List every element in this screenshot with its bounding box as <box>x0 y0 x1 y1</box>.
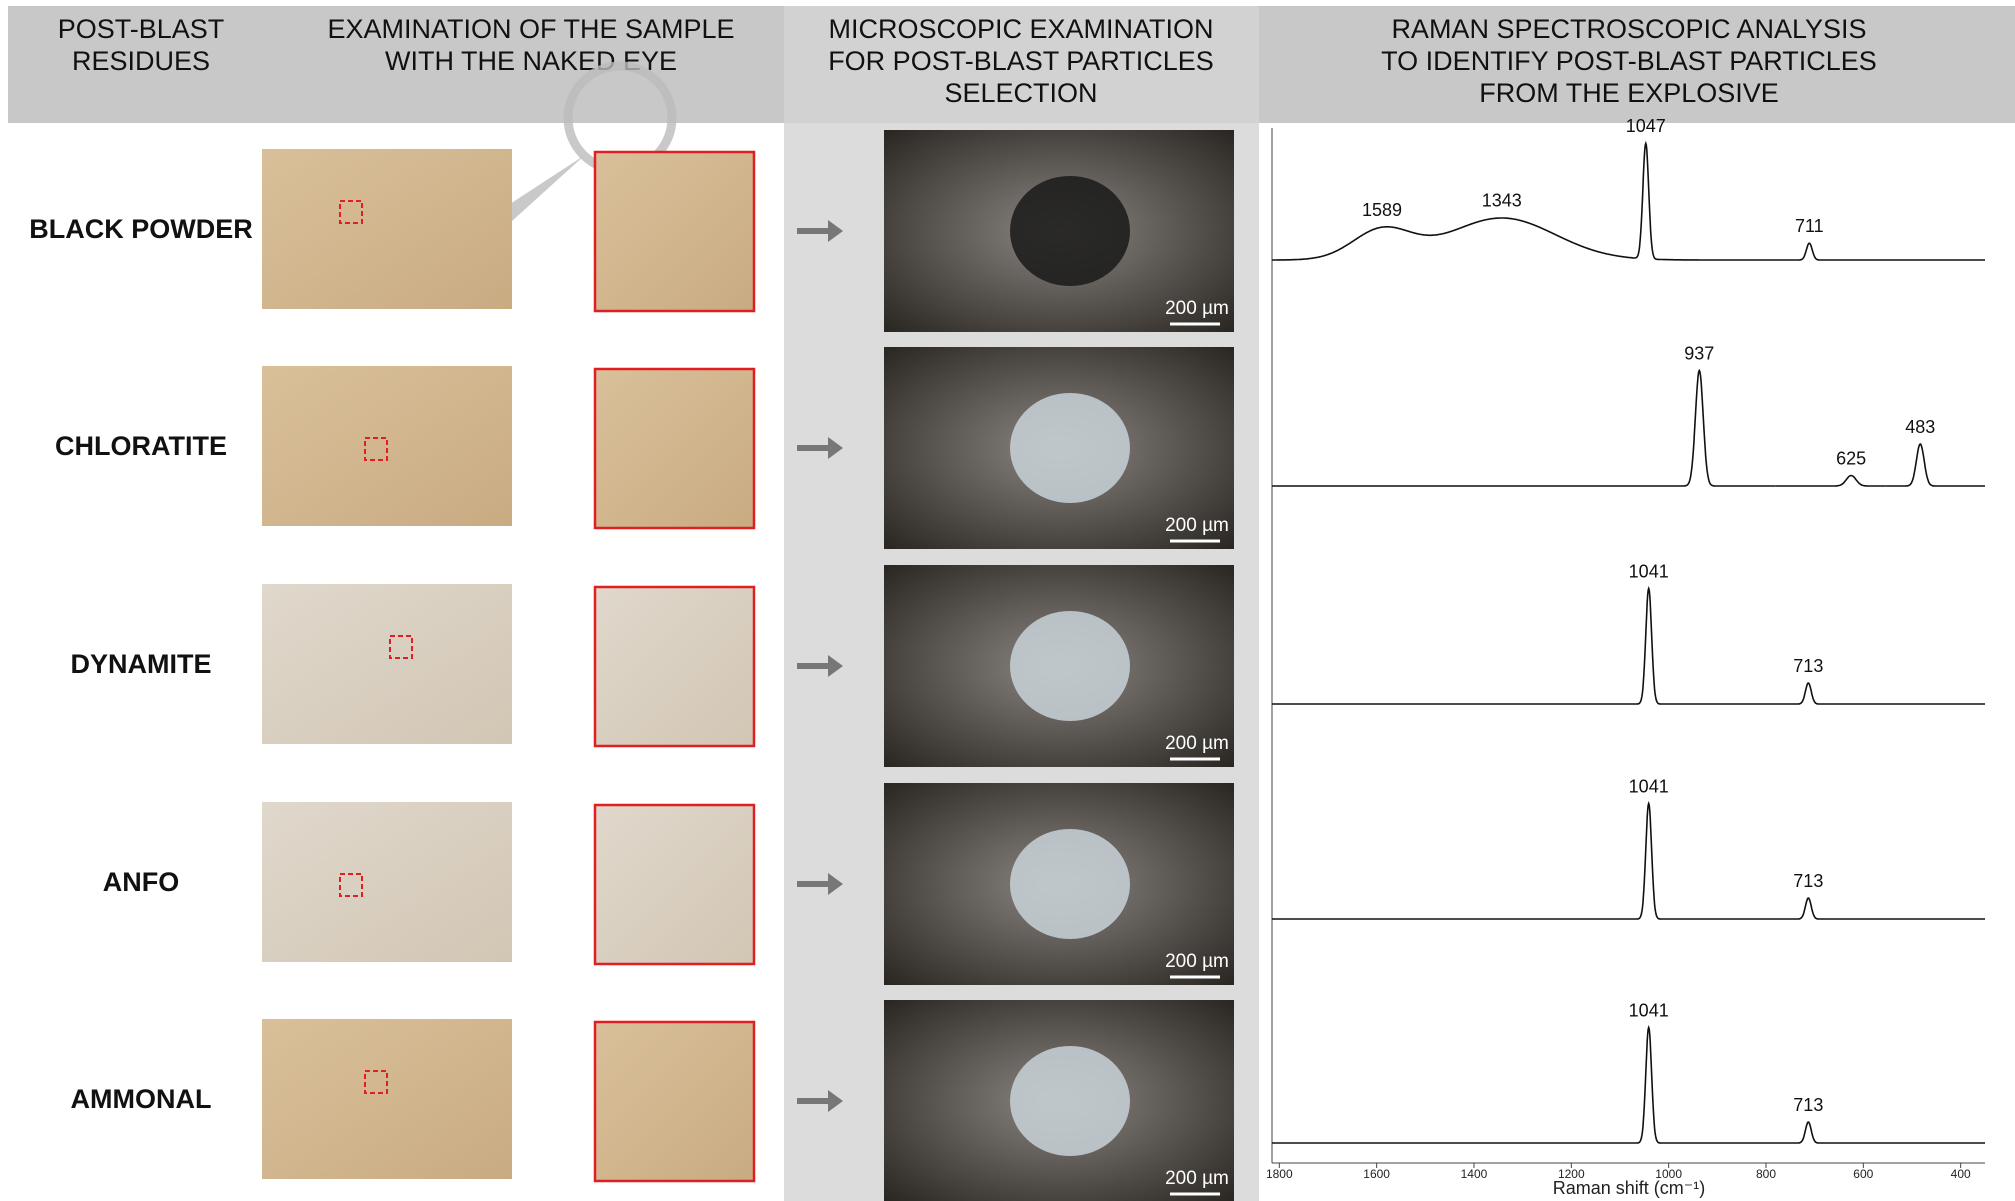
peak-label: 625 <box>1836 448 1866 468</box>
header-text: RESIDUES <box>72 46 210 76</box>
particle <box>1010 829 1130 939</box>
scale-bar-label: 200 µm <box>1165 733 1229 754</box>
zoom-photo <box>595 152 754 311</box>
header-text: TO IDENTIFY POST-BLAST PARTICLES <box>1381 46 1877 76</box>
spectrum-trace <box>1442 218 1574 243</box>
particle <box>1010 1046 1130 1156</box>
spectrum-trace <box>1272 1028 1729 1144</box>
row-label: ANFO <box>103 867 180 897</box>
header-text: FOR POST-BLAST PARTICLES <box>828 46 1214 76</box>
scale-bar-label: 200 µm <box>1165 515 1229 536</box>
scale-bar-label: 200 µm <box>1165 1168 1229 1189</box>
sample-photo <box>262 584 512 744</box>
row-label: BLACK POWDER <box>29 214 253 244</box>
spectrum-trace <box>1729 1122 1986 1143</box>
particle <box>1010 393 1130 503</box>
sample-photo <box>262 802 512 962</box>
header-text: POST-BLAST <box>58 14 225 44</box>
row-label: CHLORATITE <box>55 431 227 461</box>
peak-label: 1589 <box>1362 200 1402 220</box>
figure: POST-BLASTRESIDUES EXAMINATION OF THE SAM… <box>0 0 2015 1201</box>
row-label: AMMONAL <box>71 1084 212 1114</box>
header-text: EXAMINATION OF THE SAMPLE <box>327 14 734 44</box>
zoom-photo <box>595 805 754 964</box>
x-axis-label: Raman shift (cm⁻¹) <box>1553 1178 1706 1198</box>
zoom-photo <box>595 1022 754 1181</box>
peak-label: 1041 <box>1629 776 1669 796</box>
header-text: MICROSCOPIC EXAMINATION <box>828 14 1213 44</box>
peak-label: 937 <box>1684 343 1714 363</box>
scale-bar-label: 200 µm <box>1165 951 1229 972</box>
spectrum-trace <box>1729 898 1986 919</box>
peak-label: 713 <box>1793 871 1823 891</box>
zoom-photo <box>595 369 754 528</box>
spectrum-trace <box>1729 683 1986 704</box>
particle <box>1010 176 1130 286</box>
spectrum-trace <box>1728 243 1986 260</box>
x-tick-label: 1600 <box>1363 1167 1390 1181</box>
peak-label: 1041 <box>1629 1000 1669 1020</box>
peak-label: 713 <box>1793 656 1823 676</box>
spectrum-trace <box>1574 143 1728 260</box>
peak-label: 1047 <box>1626 116 1666 136</box>
peak-label: 483 <box>1905 417 1935 437</box>
spectrum-trace <box>1272 804 1729 920</box>
x-tick-label: 1800 <box>1266 1167 1293 1181</box>
header-text: FROM THE EXPLOSIVE <box>1479 78 1779 108</box>
x-tick-label: 400 <box>1951 1167 1971 1181</box>
zoom-photo <box>595 587 754 746</box>
peak-label: 713 <box>1793 1095 1823 1115</box>
scale-bar-label: 200 µm <box>1165 298 1229 319</box>
sample-photo <box>262 366 512 526</box>
peak-label: 1343 <box>1482 191 1522 211</box>
x-tick-label: 1400 <box>1461 1167 1488 1181</box>
sample-photo <box>262 1019 512 1179</box>
spectrum-trace <box>1272 589 1729 705</box>
header-text: SELECTION <box>944 78 1097 108</box>
page: {"headers": [ {"lines": ["POST-BLAST", "… <box>0 0 2015 1201</box>
peak-label: 1041 <box>1629 561 1669 581</box>
particle <box>1010 611 1130 721</box>
spectrum-trace <box>1886 444 1985 486</box>
sample-photo <box>262 149 512 309</box>
peak-label: 711 <box>1795 216 1824 236</box>
x-tick-label: 600 <box>1853 1167 1873 1181</box>
spectrum-trace <box>1775 476 1886 487</box>
row-label: DYNAMITE <box>71 649 212 679</box>
spectrum-trace <box>1272 371 1775 487</box>
header-text: RAMAN SPECTROSCOPIC ANALYSIS <box>1391 14 1866 44</box>
x-tick-label: 800 <box>1756 1167 1776 1181</box>
spectrum-trace <box>1272 227 1442 260</box>
